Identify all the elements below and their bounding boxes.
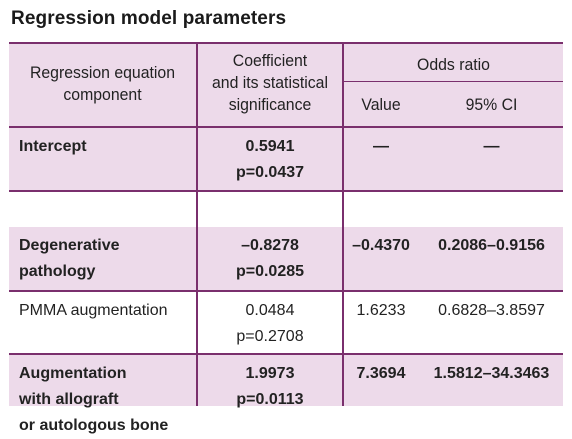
- header-ci: 95% CI: [465, 95, 518, 114]
- component-cell: with allograft: [19, 391, 119, 408]
- ci-cell: —: [483, 138, 500, 155]
- coefficient-cell: 1.9973: [245, 365, 295, 382]
- component-cell: Augmentation: [19, 365, 127, 382]
- p-value-cell: p=0.0285: [235, 263, 305, 280]
- odds-value-cell: 7.3694: [356, 365, 406, 382]
- component-cell: or autologous bone: [19, 417, 169, 434]
- column-rule: [196, 42, 198, 406]
- row-rule: [9, 290, 563, 292]
- component-cell: pathology: [19, 263, 96, 280]
- ci-cell: 1.5812–34.3463: [433, 365, 550, 382]
- p-value-cell: p=0.2708: [236, 328, 304, 345]
- component-cell: Intercept: [19, 138, 87, 155]
- odds-value-cell: —: [373, 138, 389, 155]
- table-title: Regression model parameters: [11, 8, 287, 29]
- header-component-line: Regression equation: [29, 63, 176, 82]
- p-value-cell: p=0.0113: [236, 391, 304, 408]
- header-odds-ratio: Odds ratio: [417, 55, 490, 74]
- header-component: Regression equation component: [16, 62, 190, 106]
- coefficient-cell: –0.8278: [241, 237, 299, 254]
- table-row: [9, 227, 563, 290]
- header-value: Value: [361, 95, 401, 114]
- header-top-rule: [9, 42, 563, 44]
- ci-cell: 0.6828–3.8597: [438, 302, 545, 319]
- header-bottom-rule: [9, 126, 563, 128]
- header-coefficient-line: significance: [228, 95, 312, 114]
- column-rule: [342, 42, 344, 406]
- odds-value-cell: 1.6233: [356, 302, 406, 319]
- ci-cell: 0.2086–0.9156: [438, 237, 545, 254]
- table-row: [9, 355, 563, 406]
- header-component-line: component: [63, 85, 142, 104]
- component-cell: Degenerative: [19, 237, 120, 254]
- odds-ratio-subrule: [342, 81, 563, 82]
- component-cell: PMMA augmentation: [19, 302, 168, 319]
- row-rule: [9, 190, 563, 192]
- table-header: Regression equation component Coefficien…: [9, 42, 563, 128]
- coefficient-cell: 0.5941: [245, 138, 295, 155]
- regression-table: Regression equation component Coefficien…: [9, 42, 563, 434]
- header-coefficient: Coefficient and its statistical signific…: [203, 50, 337, 116]
- p-value-cell: p=0.0437: [235, 164, 305, 181]
- table-row: [9, 128, 563, 190]
- header-coefficient-line: Coefficient: [232, 51, 308, 70]
- header-coefficient-line: and its statistical: [211, 73, 328, 92]
- row-rule: [9, 353, 563, 355]
- odds-value-cell: –0.4370: [352, 237, 410, 254]
- coefficient-cell: 0.0484: [245, 302, 295, 319]
